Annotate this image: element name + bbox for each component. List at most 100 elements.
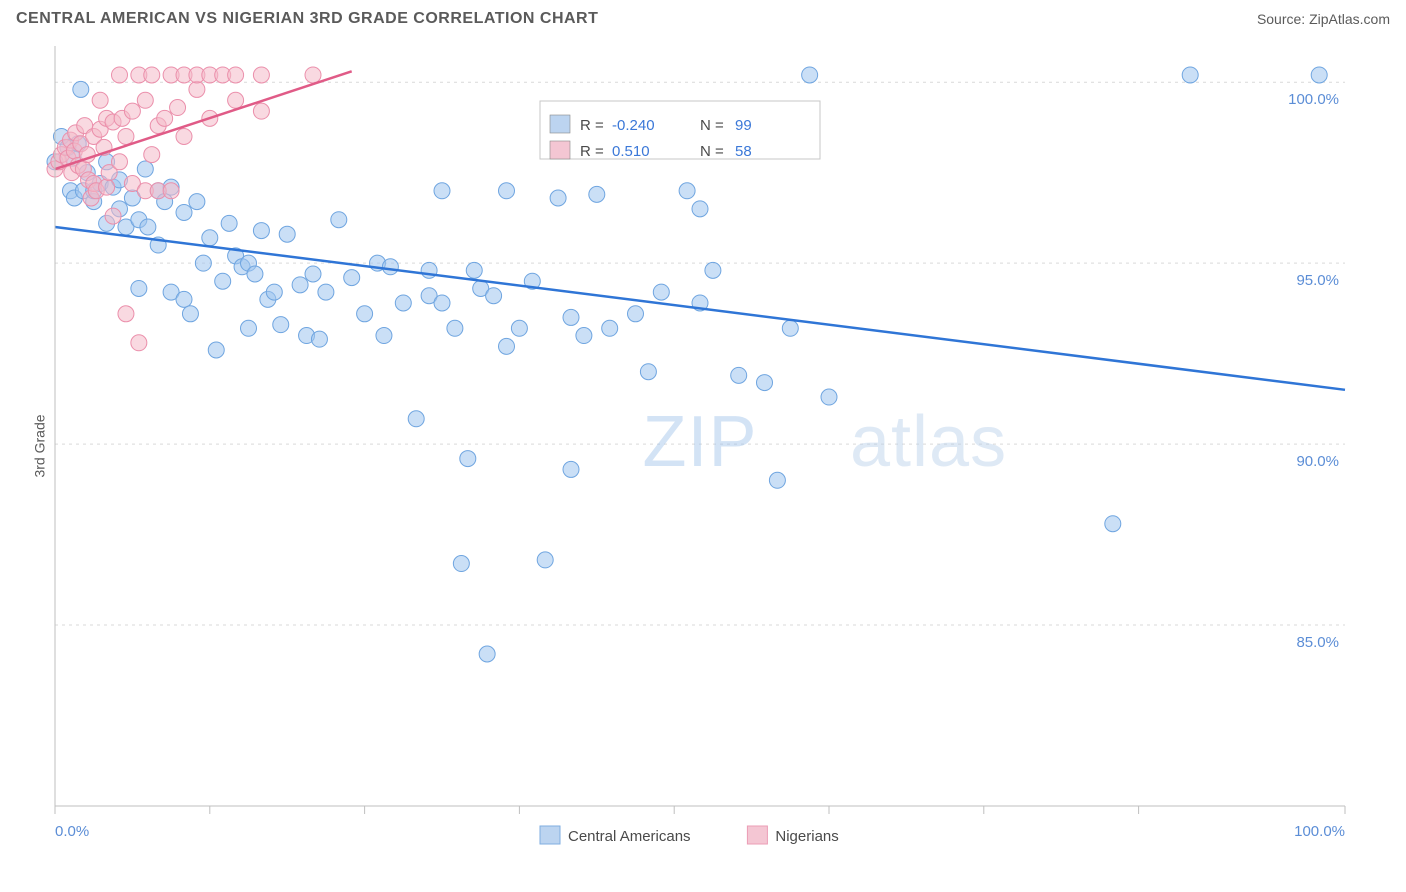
scatter-point <box>692 201 708 217</box>
scatter-point <box>208 342 224 358</box>
scatter-point <box>499 183 515 199</box>
scatter-point <box>292 277 308 293</box>
scatter-point <box>563 461 579 477</box>
scatter-point <box>434 295 450 311</box>
scatter-point <box>821 389 837 405</box>
scatter-point <box>782 320 798 336</box>
legend-n-label: N = <box>700 143 724 160</box>
scatter-point <box>802 67 818 83</box>
trend-line <box>55 227 1345 390</box>
scatter-point <box>99 179 115 195</box>
correlation-scatter-chart: 85.0%90.0%95.0%100.0%ZIPatlas0.0%100.0%R… <box>0 36 1406 856</box>
scatter-point <box>137 161 153 177</box>
scatter-point <box>757 375 773 391</box>
scatter-point <box>253 67 269 83</box>
scatter-point <box>279 226 295 242</box>
scatter-point <box>144 147 160 163</box>
scatter-point <box>447 320 463 336</box>
scatter-point <box>486 288 502 304</box>
scatter-point <box>1182 67 1198 83</box>
y-tick-label: 95.0% <box>1296 272 1339 289</box>
scatter-point <box>92 92 108 108</box>
scatter-point <box>318 284 334 300</box>
scatter-point <box>344 270 360 286</box>
scatter-point <box>176 204 192 220</box>
scatter-point <box>73 81 89 97</box>
scatter-point <box>105 208 121 224</box>
scatter-point <box>511 320 527 336</box>
y-tick-label: 90.0% <box>1296 453 1339 470</box>
scatter-point <box>112 154 128 170</box>
chart-title: CENTRAL AMERICAN VS NIGERIAN 3RD GRADE C… <box>16 10 598 28</box>
scatter-point <box>628 306 644 322</box>
scatter-point <box>247 266 263 282</box>
scatter-point <box>602 320 618 336</box>
x-tick-label: 0.0% <box>55 823 89 840</box>
scatter-point <box>112 67 128 83</box>
scatter-point <box>273 317 289 333</box>
source-link[interactable]: ZipAtlas.com <box>1309 11 1390 27</box>
scatter-point <box>195 255 211 271</box>
scatter-point <box>176 128 192 144</box>
scatter-point <box>563 309 579 325</box>
watermark: atlas <box>850 402 1007 482</box>
scatter-point <box>228 92 244 108</box>
scatter-point <box>550 190 566 206</box>
scatter-point <box>1311 67 1327 83</box>
footer-legend-swatch <box>747 826 767 844</box>
scatter-point <box>434 183 450 199</box>
scatter-point <box>266 284 282 300</box>
y-tick-label: 85.0% <box>1296 634 1339 651</box>
scatter-point <box>131 335 147 351</box>
scatter-point <box>311 331 327 347</box>
scatter-point <box>499 338 515 354</box>
scatter-point <box>140 219 156 235</box>
scatter-point <box>182 306 198 322</box>
scatter-point <box>479 646 495 662</box>
scatter-point <box>189 81 205 97</box>
scatter-point <box>253 223 269 239</box>
legend-n-value: 99 <box>735 117 752 134</box>
scatter-point <box>118 306 134 322</box>
scatter-point <box>653 284 669 300</box>
scatter-point <box>228 67 244 83</box>
scatter-point <box>241 320 257 336</box>
scatter-point <box>357 306 373 322</box>
footer-legend-label: Central Americans <box>568 828 691 845</box>
legend-swatch <box>550 141 570 159</box>
scatter-point <box>176 291 192 307</box>
scatter-point <box>1105 516 1121 532</box>
legend-r-label: R = <box>580 117 604 134</box>
legend-swatch <box>550 115 570 133</box>
scatter-point <box>202 230 218 246</box>
scatter-point <box>131 280 147 296</box>
legend-n-value: 58 <box>735 143 752 160</box>
scatter-point <box>118 128 134 144</box>
y-axis-label: 3rd Grade <box>32 414 48 477</box>
scatter-point <box>376 328 392 344</box>
legend-r-value: -0.240 <box>612 117 655 134</box>
scatter-point <box>408 411 424 427</box>
x-tick-label: 100.0% <box>1294 823 1345 840</box>
scatter-point <box>576 328 592 344</box>
scatter-point <box>253 103 269 119</box>
scatter-point <box>466 262 482 278</box>
scatter-point <box>705 262 721 278</box>
scatter-point <box>460 451 476 467</box>
legend-r-value: 0.510 <box>612 143 650 160</box>
legend-n-label: N = <box>700 117 724 134</box>
scatter-point <box>157 110 173 126</box>
scatter-point <box>679 183 695 199</box>
scatter-point <box>215 273 231 289</box>
scatter-point <box>331 212 347 228</box>
scatter-point <box>395 295 411 311</box>
legend-r-label: R = <box>580 143 604 160</box>
scatter-point <box>170 100 186 116</box>
source-label: Source: ZipAtlas.com <box>1257 11 1390 27</box>
scatter-point <box>189 194 205 210</box>
footer-legend-label: Nigerians <box>775 828 838 845</box>
footer-legend-swatch <box>540 826 560 844</box>
scatter-point <box>453 556 469 572</box>
y-tick-label: 100.0% <box>1288 91 1339 108</box>
scatter-point <box>305 67 321 83</box>
